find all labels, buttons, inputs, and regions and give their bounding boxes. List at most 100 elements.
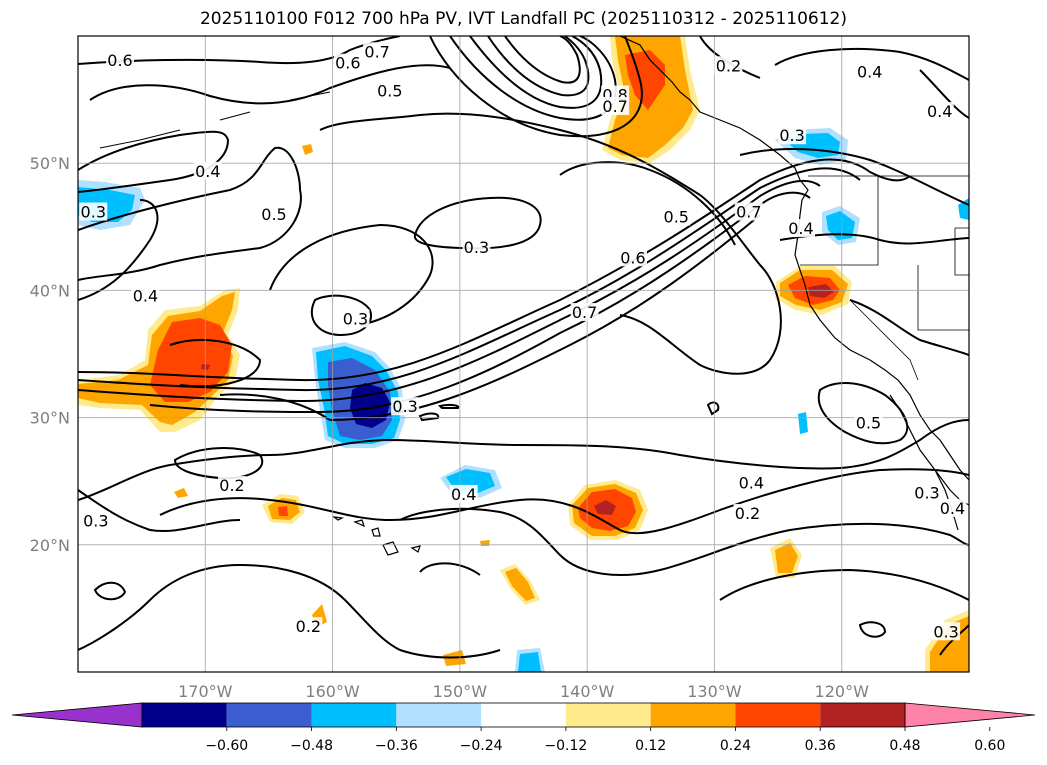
contour-south-8: [719, 568, 969, 601]
contour-label: 0.7: [572, 303, 597, 322]
contour-label: 0.5: [261, 205, 286, 224]
island-hawaii-1: [382, 541, 399, 556]
contour-label: 0.6: [335, 54, 360, 73]
contour-label: 0.3: [83, 512, 108, 531]
contour-ridge-5: [429, 36, 643, 138]
contour-south-13: [419, 562, 481, 576]
anomaly-small-50n: [302, 144, 313, 155]
contour-south-11: [418, 412, 440, 422]
contour-label-bg: [737, 473, 766, 492]
contour-ul-3: [78, 130, 230, 193]
contour-label-bg: [786, 219, 815, 238]
colorbar-tick-label: −0.48: [290, 738, 333, 754]
shaded-anomalies: [78, 36, 969, 672]
contour-label: 0.4: [133, 286, 158, 305]
contour-ridge-1: [449, 36, 617, 121]
lon-tick-label: 130°W: [687, 682, 742, 701]
contour-ul-4: [78, 146, 302, 281]
colorbar-tick-label: −0.12: [544, 738, 587, 754]
colorbar-tick-label: 0.48: [889, 738, 920, 754]
colorbar-tick-label: −0.60: [205, 738, 248, 754]
contour-label: 0.4: [195, 162, 220, 181]
contour-label: 0.2: [716, 56, 741, 75]
contour-ul-2: [89, 64, 451, 105]
contour-label: 0.3: [464, 238, 489, 257]
colorbar-tick-label: −0.36: [375, 738, 418, 754]
anomaly-tiny-1: [174, 488, 188, 498]
lat-tick-labels: 20°N 30°N 40°N 50°N: [30, 154, 70, 555]
island-hawaii-3: [371, 527, 381, 537]
lat-tick-label: 50°N: [30, 154, 70, 173]
contour-label: 0.6: [620, 248, 645, 267]
contour-label-bg: [333, 53, 362, 72]
anomaly-or-negative-core: [826, 211, 855, 240]
border-inland-4: [954, 227, 969, 276]
contour-label-bg: [363, 42, 392, 61]
anomaly-ca-positive-max: [808, 284, 834, 298]
contour-label-bg: [79, 202, 108, 221]
contour-south-5: [173, 447, 264, 480]
border-inland-3: [917, 265, 969, 331]
colorbar-extend-high: [904, 702, 1036, 728]
contour-label-bg: [618, 248, 647, 267]
lon-tick-label: 150°W: [433, 682, 488, 701]
contour-label-bg: [81, 511, 110, 530]
colorbar-extend-low: [11, 702, 143, 728]
contour-label: 0.4: [927, 102, 952, 121]
contour-label-bg: [938, 498, 967, 517]
contour-label-bg: [391, 397, 420, 416]
contour-label: 0.6: [107, 51, 132, 70]
contour-south-12: [437, 403, 460, 409]
contour-label-bg: [375, 81, 404, 100]
contour-label: 0.5: [856, 414, 881, 433]
contour-label-bg: [601, 96, 630, 115]
contour-label-bg: [932, 622, 961, 641]
contour-label-bg: [714, 56, 743, 75]
contour-label: 0.4: [739, 473, 764, 492]
lon-tick-label: 140°W: [560, 682, 615, 701]
anomaly-tiny-7: [798, 412, 808, 434]
island-hawaii-4: [331, 516, 345, 521]
colorbar-swatch: [820, 703, 905, 727]
island-hawaii-2: [353, 519, 365, 528]
contour-label-bg: [260, 205, 289, 224]
colorbar-swatch: [226, 703, 312, 727]
contour-label-bg: [131, 286, 160, 305]
contour-jet-6: [169, 339, 262, 388]
contour-ridge-3: [487, 36, 590, 97]
colorbar-swatch: [735, 703, 821, 727]
colorbar-tick-label: 0.60: [974, 738, 1005, 754]
coastline-baja: [889, 394, 969, 506]
colorbar-tick-label: 0.24: [720, 738, 751, 754]
contour-label: 0.2: [296, 617, 321, 636]
contour-label-bg: [662, 207, 691, 226]
contour-south-10: [706, 401, 720, 416]
contour-label-bg: [925, 102, 954, 121]
island-hawaii-5: [410, 545, 421, 553]
contour-south-2: [159, 468, 969, 535]
contour-label-bg: [854, 413, 883, 432]
contour-label: 0.3: [933, 622, 958, 641]
contour-label-bg: [778, 126, 807, 145]
lat-tick-label: 30°N: [30, 409, 70, 428]
contour-label: 0.4: [451, 485, 476, 504]
contour-label: 0.3: [392, 397, 417, 416]
contour-south-4: [78, 489, 241, 532]
contour-label: 0.4: [788, 219, 813, 238]
contour-label-bg: [734, 202, 763, 221]
contour-label-bg: [218, 476, 247, 495]
contour-south-9: [858, 621, 887, 638]
contour-ridge-4: [504, 36, 581, 84]
contour-right-1: [774, 47, 969, 81]
contour-label-bg: [294, 617, 323, 636]
map-frame: [77, 35, 970, 673]
contour-labels: 0.6 0.60.70.5 0.80.70.2 0.40.40.30.40.50.3 0…: [79, 42, 967, 641]
contour-right-4: [739, 147, 969, 206]
contour-ul-5: [78, 199, 159, 301]
contour-label-bg: [193, 161, 222, 180]
lon-tick-label: 120°W: [815, 682, 870, 701]
contour-south-1: [78, 419, 969, 501]
anomaly-tiny-5: [518, 652, 541, 672]
contour-jet-2: [78, 167, 861, 392]
contour-right-5: [817, 382, 909, 445]
